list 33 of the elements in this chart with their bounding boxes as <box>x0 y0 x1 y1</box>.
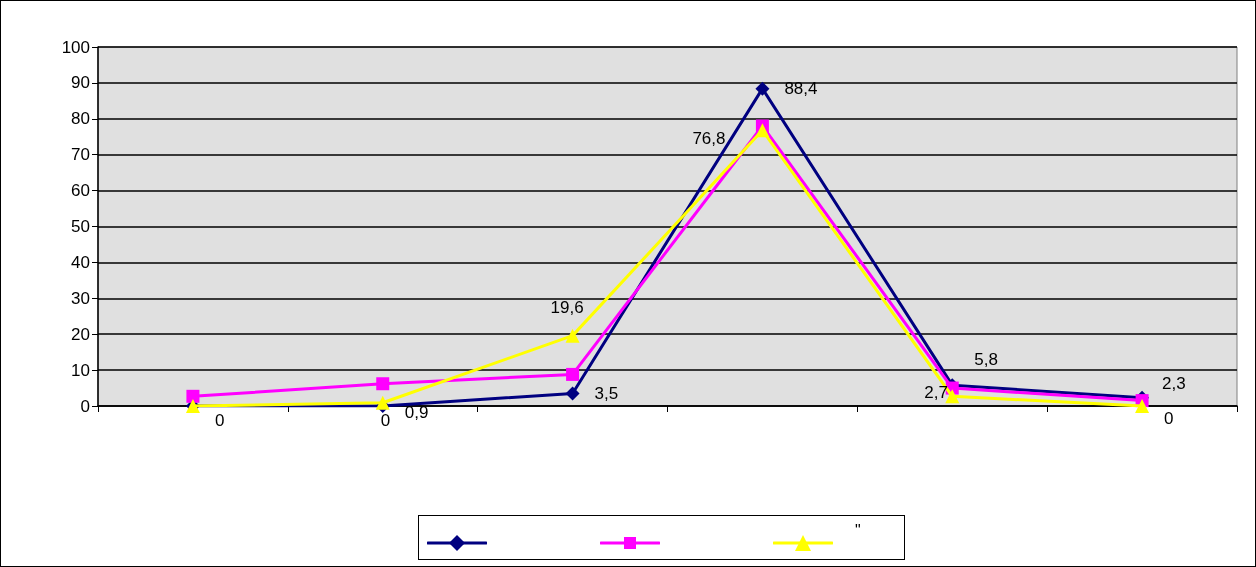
y-tick-label: 20 <box>71 324 90 344</box>
y-tick-label: 40 <box>71 252 90 272</box>
y-tick-label: 90 <box>71 73 90 93</box>
point <box>755 123 770 138</box>
y-tick-label: 70 <box>71 145 90 165</box>
data-label: 3,5 <box>594 383 619 403</box>
data-label: 0 <box>380 410 391 430</box>
point <box>755 81 770 96</box>
y-tick-label: 10 <box>71 360 90 380</box>
point <box>566 367 580 381</box>
point <box>186 389 200 403</box>
point <box>565 328 580 343</box>
data-label: 0,9 <box>404 403 429 423</box>
data-label: 76,8 <box>692 128 726 148</box>
data-label: 19,6 <box>550 298 584 318</box>
data-label: 5,8 <box>974 349 998 369</box>
y-tick-label: 80 <box>71 109 90 129</box>
point <box>375 395 390 410</box>
point <box>1135 399 1150 413</box>
y-tick-label: 60 <box>71 181 90 201</box>
data-label: 2,7 <box>924 382 948 402</box>
data-label: 88,4 <box>784 79 818 99</box>
point <box>945 389 960 404</box>
data-label: 0 <box>214 410 225 430</box>
data-label: 0 <box>1164 408 1174 428</box>
point <box>376 377 390 391</box>
y-tick-label: 100 <box>61 37 90 57</box>
legend-box: " <box>418 515 905 560</box>
y-tick-label: 50 <box>71 217 90 236</box>
point <box>565 386 580 401</box>
y-tick-label: 30 <box>71 288 90 308</box>
data-label: 2,3 <box>1162 374 1186 394</box>
y-tick-label: 0 <box>80 396 90 416</box>
